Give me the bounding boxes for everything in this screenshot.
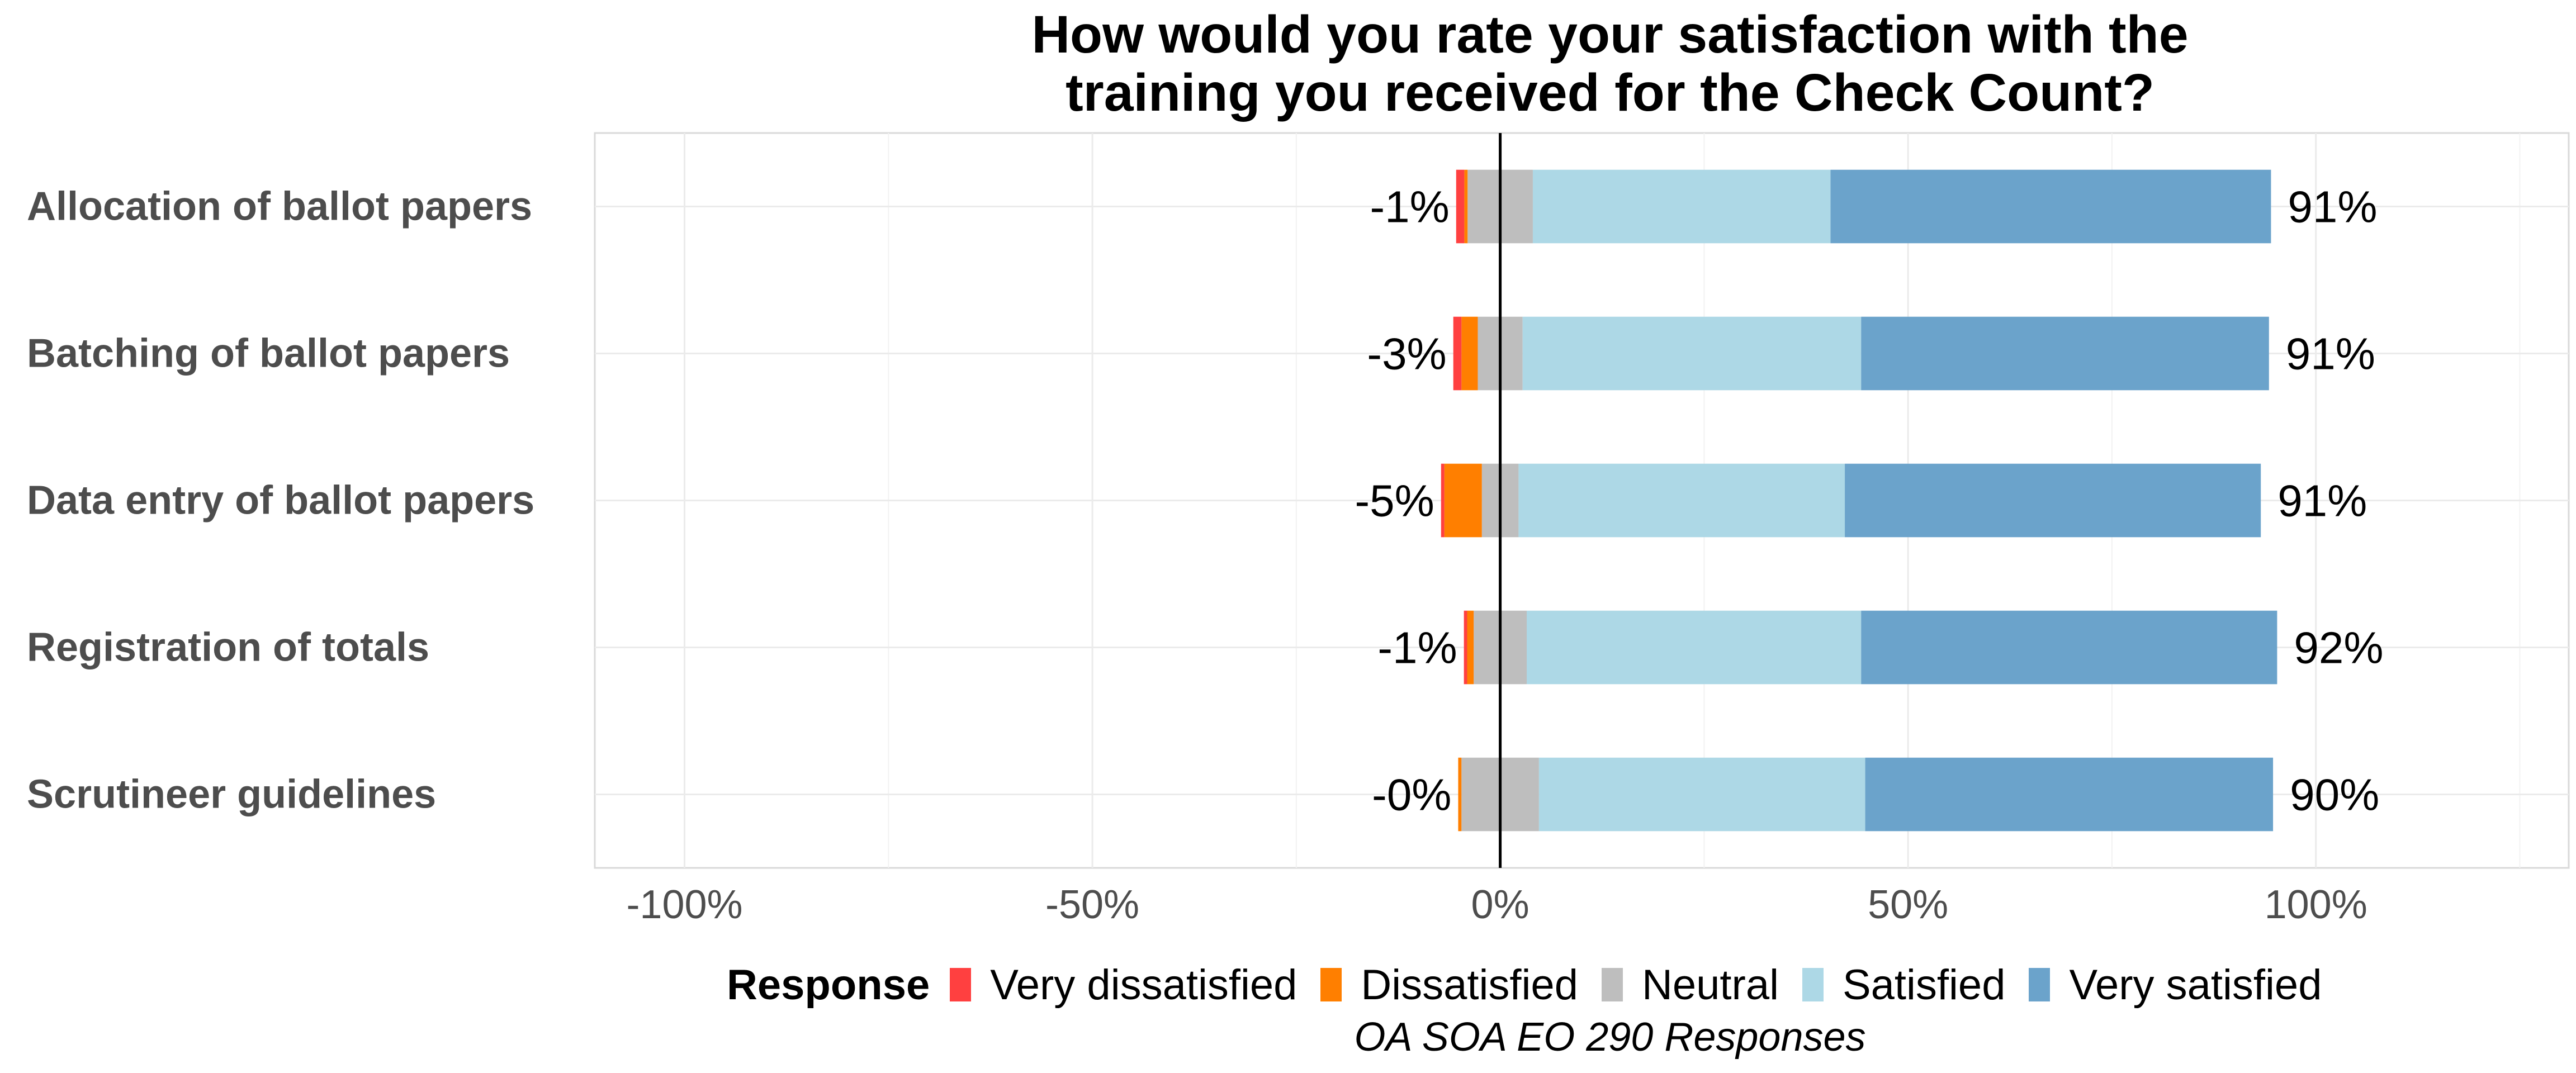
bar-label-positive: 91% <box>2288 182 2377 232</box>
legend-item-very-dissatisfied: Very dissatisfied <box>950 961 1297 1009</box>
legend-key-dissatisfied <box>1320 968 1342 1001</box>
bar-segment-satisfied <box>1532 169 1831 244</box>
bar-segment-very-dissatisfied <box>1464 610 1467 685</box>
bar-segment-dissatisfied <box>1458 757 1462 832</box>
bar-label-negative: -0% <box>1372 770 1451 820</box>
bar-segment-very-satisfied <box>1861 316 2269 391</box>
bar-label-negative: -3% <box>1367 329 1446 379</box>
legend-item-satisfied: Satisfied <box>1802 961 2006 1009</box>
bar-segment-dissatisfied <box>1467 610 1474 685</box>
category-label: Batching of ballot papers <box>27 331 510 376</box>
bar-segment-satisfied <box>1527 610 1862 685</box>
bar-label-negative: -5% <box>1355 476 1434 526</box>
bar-segment-satisfied <box>1522 316 1862 391</box>
legend-label: Very satisfied <box>2069 961 2322 1009</box>
legend-key-very-satisfied <box>2029 968 2051 1001</box>
x-tick-label: -100% <box>626 882 742 927</box>
category-label: Allocation of ballot papers <box>27 184 532 229</box>
legend-label: Very dissatisfied <box>990 961 1298 1009</box>
bar-segment-very-satisfied <box>1845 463 2261 538</box>
bar-segment-very-satisfied <box>1830 169 2271 244</box>
x-tick-label: 100% <box>2265 882 2367 927</box>
bar-segment-dissatisfied <box>1461 316 1478 391</box>
legend: Response Very dissatisfied Dissatisfied … <box>727 957 2345 1013</box>
bar-segment-very-dissatisfied <box>1453 316 1462 391</box>
legend-item-very-satisfied: Very satisfied <box>2029 961 2322 1009</box>
chart-caption: OA SOA EO 290 Responses <box>1354 1015 1866 1060</box>
bar-segment-dissatisfied <box>1444 463 1482 538</box>
chart-title-line-2: training you received for the Check Coun… <box>1066 63 2154 122</box>
bar-label-positive: 91% <box>2286 329 2375 379</box>
legend-item-neutral: Neutral <box>1601 961 1779 1009</box>
legend-title: Response <box>727 961 930 1009</box>
x-tick-label: 0% <box>1471 882 1530 927</box>
legend-label: Satisfied <box>1842 961 2006 1009</box>
legend-key-very-dissatisfied <box>950 968 972 1001</box>
category-label: Scrutineer guidelines <box>27 772 436 817</box>
legend-item-dissatisfied: Dissatisfied <box>1320 961 1578 1009</box>
bar-label-positive: 90% <box>2290 770 2379 820</box>
category-label: Registration of totals <box>27 625 429 670</box>
bar-segment-very-dissatisfied <box>1456 169 1465 244</box>
bar-segment-very-satisfied <box>1865 757 2274 832</box>
legend-key-neutral <box>1601 968 1623 1001</box>
bar-label-positive: 92% <box>2294 623 2383 673</box>
legend-label: Neutral <box>1641 961 1779 1009</box>
bar-segment-dissatisfied <box>1464 169 1468 244</box>
bar-segment-satisfied <box>1538 757 1865 832</box>
bar-label-negative: -1% <box>1377 623 1457 673</box>
bar-label-negative: -1% <box>1370 182 1450 232</box>
category-label: Data entry of ballot papers <box>27 478 534 523</box>
chart-title-line-1: How would you rate your satisfaction wit… <box>1031 5 2189 64</box>
bar-label-positive: 91% <box>2277 476 2367 526</box>
legend-key-satisfied <box>1802 968 1824 1001</box>
bar-segment-very-satisfied <box>1861 610 2277 685</box>
x-tick-label: -50% <box>1045 882 1139 927</box>
x-tick-label: 50% <box>1868 882 1948 927</box>
bar-segment-very-dissatisfied <box>1441 463 1445 538</box>
bar-segment-satisfied <box>1518 463 1845 538</box>
legend-label: Dissatisfied <box>1361 961 1578 1009</box>
